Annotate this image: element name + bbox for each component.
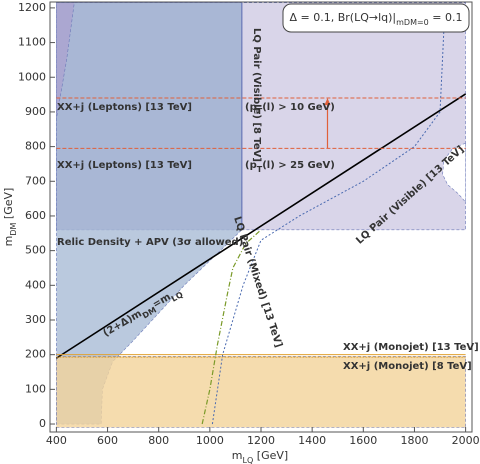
y-tick-label: 800: [25, 140, 46, 153]
text-part: DM: [9, 222, 18, 235]
text-part: LQ Pair (Visible) [8 TeV]: [251, 28, 262, 162]
text-part: XX+j (Monojet) [8 TeV]: [343, 361, 472, 372]
region: [442, 142, 466, 203]
x-tick-label: 800: [148, 434, 169, 447]
y-tick-label: 1200: [18, 1, 46, 14]
text-part: (l) > 10 GeV): [262, 102, 335, 113]
y-tick-label: 600: [25, 209, 46, 222]
text-part: LQ Pair (Mixed) [13 TeV]: [231, 215, 284, 349]
annotation: LQ Pair (Mixed) [13 TeV]: [231, 215, 284, 349]
annotation: Δ = 0.1, Br(LQ→lq)|mDM=0 = 0.1: [290, 11, 463, 27]
text-part: XX+j (Monojet) [13 TeV]: [343, 342, 479, 353]
y-tick-label: 1000: [18, 70, 46, 83]
text-part: Relic Density + APV (3σ allowed): [57, 237, 243, 248]
text-part: m: [232, 449, 243, 462]
y-tick-label: 500: [25, 244, 46, 257]
x-tick-label: 1400: [298, 434, 326, 447]
text-part: XX+j (Leptons) [13 TeV]: [57, 102, 192, 113]
plot-area: [55, 2, 467, 428]
y-tick-label: 1100: [18, 36, 46, 49]
y-tick-label: 400: [25, 278, 46, 291]
x-axis-label: mLQ [GeV]: [232, 449, 288, 464]
text-part: = 0.1: [429, 11, 463, 24]
annotation: XX+j (Monojet) [8 TeV]: [343, 361, 472, 372]
text-part: XX+j (Leptons) [13 TeV]: [57, 160, 192, 171]
text-part: LQ: [243, 456, 254, 464]
annotation: (pT(l) > 25 GeV): [245, 160, 335, 174]
text-part: (p: [245, 160, 257, 171]
x-tick-label: 1000: [196, 434, 224, 447]
text-part: [GeV]: [2, 188, 15, 223]
annotation: Relic Density + APV (3σ allowed): [57, 237, 243, 248]
y-tick-label: 300: [25, 313, 46, 326]
y-tick-label: 900: [25, 105, 46, 118]
y-axis-label: mDM [GeV]: [2, 188, 18, 247]
region: [56, 356, 466, 428]
x-tick-label: 1600: [349, 434, 377, 447]
x-tick-label: 2000: [452, 434, 480, 447]
curve: [201, 229, 262, 425]
annotation: (pT(l) > 10 GeV): [245, 102, 335, 116]
x-tick-label: 600: [97, 434, 118, 447]
y-tick-label: 0: [39, 417, 46, 430]
text-part: T: [257, 107, 263, 116]
text-part: m: [2, 236, 15, 247]
annotation: XX+j (Monojet) [13 TeV]: [343, 342, 479, 353]
curve: [55, 93, 467, 359]
arrow-head: [324, 98, 331, 106]
text-part: (p: [245, 102, 257, 113]
text-part: [GeV]: [253, 449, 288, 462]
y-tick-label: 200: [25, 348, 46, 361]
text-part: mDM=0: [396, 18, 429, 27]
text-part: (l) > 25 GeV): [262, 160, 335, 171]
x-tick-label: 1200: [247, 434, 275, 447]
y-tick-label: 700: [25, 174, 46, 187]
y-tick-label: 100: [25, 382, 46, 395]
curve: [211, 2, 446, 425]
annotation: XX+j (Leptons) [13 TeV]: [57, 160, 192, 171]
text-part: T: [257, 165, 263, 174]
x-tick-label: 1800: [400, 434, 428, 447]
annotation: LQ Pair (Visible) [8 TeV]: [251, 28, 262, 162]
annotation: XX+j (Leptons) [13 TeV]: [57, 102, 192, 113]
x-tick-label: 400: [46, 434, 67, 447]
region: [56, 2, 243, 425]
annotation-box: [282, 3, 470, 33]
text-part: Δ = 0.1, Br(LQ→lq)|: [290, 11, 397, 24]
